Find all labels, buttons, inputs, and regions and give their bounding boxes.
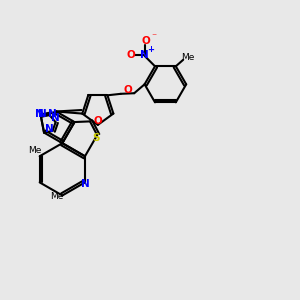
Text: +: + <box>148 45 154 54</box>
Text: N: N <box>48 109 57 119</box>
Text: N: N <box>35 110 44 119</box>
Text: N: N <box>45 124 53 134</box>
Text: N: N <box>38 110 47 119</box>
Text: N: N <box>51 113 60 123</box>
Text: Me: Me <box>28 146 42 155</box>
Text: S: S <box>92 133 99 143</box>
Text: O: O <box>94 116 102 126</box>
Text: N: N <box>140 50 149 60</box>
Text: Me: Me <box>182 53 195 62</box>
Text: O: O <box>142 36 151 46</box>
Text: N: N <box>81 179 90 189</box>
Text: ⁻: ⁻ <box>151 32 156 42</box>
Text: Me: Me <box>50 193 63 202</box>
Text: O: O <box>126 50 135 60</box>
Text: O: O <box>123 85 132 95</box>
